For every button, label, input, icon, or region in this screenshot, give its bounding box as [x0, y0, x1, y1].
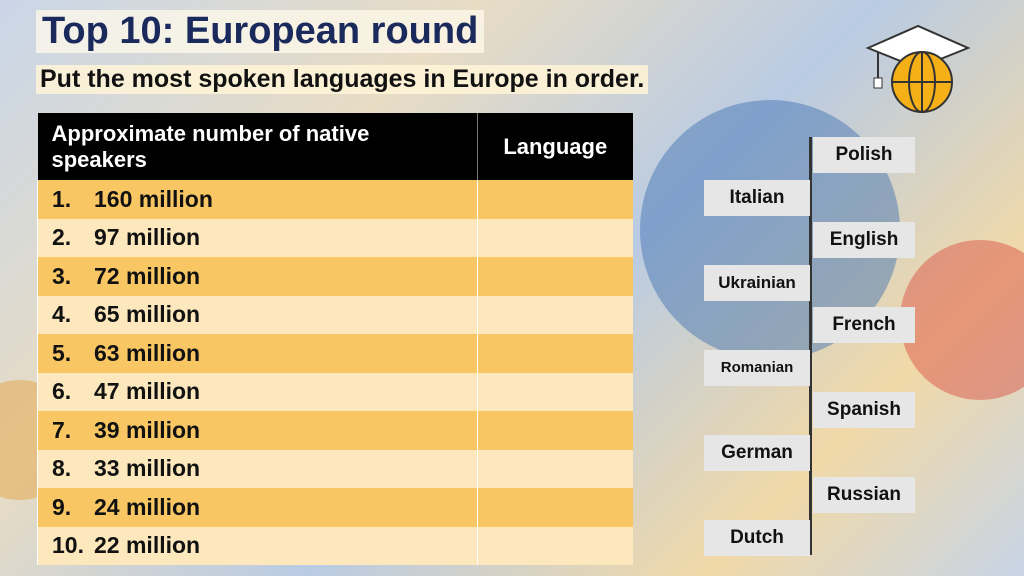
speakers: 24 million — [94, 493, 201, 520]
language-cell — [476, 218, 633, 257]
rank: 2. — [52, 224, 72, 251]
speakers-cell: 4. 65 million — [37, 295, 478, 334]
table-row: 3. 72 million — [37, 257, 633, 296]
speakers-cell: 1. 160 million — [37, 180, 478, 219]
speakers: 22 million — [94, 532, 201, 559]
column-header: Approximate number of native speakers — [37, 113, 478, 180]
rank: 10. — [52, 532, 84, 559]
table-header: Approximate number of native speakers Lan… — [37, 113, 633, 180]
word-card: Ukrainian — [704, 265, 810, 301]
table-row: 9. 24 million — [37, 488, 633, 527]
language-cell — [476, 295, 633, 334]
word-card: English — [813, 222, 915, 258]
speakers: 47 million — [94, 378, 201, 405]
background-shape — [900, 240, 1024, 400]
table: Approximate number of native speakers Lan… — [37, 113, 633, 565]
speakers: 160 million — [94, 185, 213, 212]
speakers-cell: 9. 24 million — [37, 488, 478, 527]
rank: 3. — [52, 262, 72, 289]
language-cell — [476, 372, 633, 411]
speakers: 72 million — [94, 262, 201, 289]
speakers-cell: 7. 39 million — [37, 411, 478, 450]
speakers-cell: 10. 22 million — [37, 526, 478, 565]
logo — [865, 24, 971, 113]
speakers-cell: 3. 72 million — [37, 257, 478, 296]
word-card: Dutch — [704, 520, 810, 556]
speakers-cell: 5. 63 million — [37, 334, 478, 373]
speakers: 63 million — [94, 339, 201, 366]
word-card: Polish — [813, 137, 915, 173]
table-row: 6. 47 million — [37, 372, 633, 411]
language-cell — [476, 488, 633, 527]
title: Top 10: European round — [36, 10, 485, 53]
language-cell — [476, 526, 633, 565]
table-row: 8. 33 million — [37, 449, 633, 488]
speakers-cell: 2. 97 million — [37, 218, 478, 257]
word-card: French — [813, 307, 915, 343]
word-card: Russian — [813, 477, 915, 513]
rank: 9. — [52, 493, 72, 520]
speakers: 65 million — [94, 301, 201, 328]
rank: 5. — [52, 339, 72, 366]
table-row: 10. 22 million — [37, 526, 633, 565]
speakers-cell: 8. 33 million — [37, 449, 478, 488]
language-cell — [476, 449, 633, 488]
table-row: 7. 39 million — [37, 411, 633, 450]
word-card: Italian — [704, 180, 810, 216]
speakers: 39 million — [94, 416, 201, 443]
table-row: 4. 65 million — [37, 295, 633, 334]
language-cell — [476, 334, 633, 373]
word-card: Romanian — [704, 350, 810, 386]
divider — [809, 137, 812, 555]
language-cell — [476, 411, 633, 450]
rank: 4. — [52, 301, 72, 328]
rank: 1. — [52, 185, 72, 212]
rank: 8. — [52, 455, 72, 482]
table-row: 1. 160 million — [37, 180, 633, 219]
speakers-cell: 6. 47 million — [37, 372, 478, 411]
table-row: 5. 63 million — [37, 334, 633, 373]
word-card: Spanish — [813, 392, 915, 428]
subtitle: Put the most spoken languages in Europe … — [36, 65, 649, 94]
word-card: German — [704, 435, 810, 471]
speakers: 97 million — [94, 224, 201, 251]
speakers: 33 million — [94, 455, 201, 482]
rank: 6. — [52, 378, 72, 405]
table-row: 2. 97 million — [37, 218, 633, 257]
rank: 7. — [52, 416, 72, 443]
language-cell — [476, 180, 633, 219]
language-cell — [476, 257, 633, 296]
column-header: Language — [476, 113, 633, 180]
